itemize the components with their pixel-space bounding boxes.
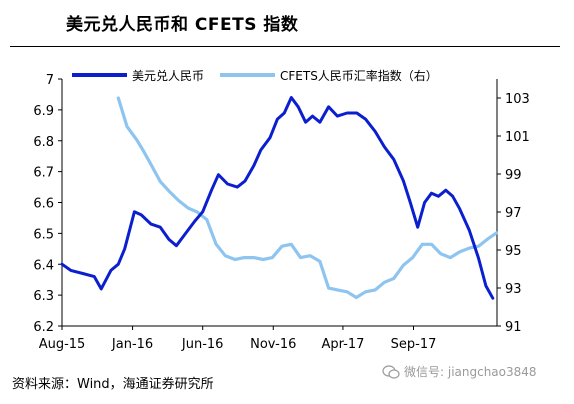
y-right-tick-label: 103 (505, 92, 530, 107)
y-left-tick-label: 6.3 (33, 289, 54, 304)
watermark-text: 微信号: jiangchao3848 (404, 365, 537, 379)
series-line-cfets (116, 96, 499, 300)
y-left-tick-label: 7 (46, 73, 54, 88)
x-tick-label: Sep-17 (391, 337, 437, 352)
watermark: 微信号: jiangchao3848 (382, 363, 537, 380)
title-bar (10, 8, 560, 47)
x-tick-label: Aug-15 (39, 337, 86, 352)
legend: 美元兑人民币 CFETS人民币汇率指数（右） (72, 68, 438, 83)
x-tick-label: Apr-17 (321, 337, 364, 352)
series-layer (60, 96, 499, 300)
y-right-tick-label: 101 (505, 130, 530, 145)
x-tick-label: Nov-16 (250, 337, 296, 352)
y-right-tick-label: 99 (505, 168, 522, 183)
y-left-tick-label: 6.9 (33, 104, 54, 119)
y-right-tick-label: 95 (505, 244, 522, 259)
y-left-tick-label: 6.4 (33, 258, 54, 273)
y-right-tick-label: 93 (505, 282, 522, 297)
y-left-tick-label: 6.5 (33, 227, 54, 242)
wechat-icon (382, 364, 400, 379)
legend-usdcny-label: 美元兑人民币 (132, 69, 204, 83)
x-tick-label: Jun-16 (181, 337, 224, 352)
y-right-tick-label: 91 (505, 320, 522, 335)
y-right-tick-label: 97 (505, 206, 522, 221)
y-left-tick-label: 6.7 (33, 166, 54, 181)
x-tick-label: Jan-16 (111, 337, 153, 352)
y-left-tick-label: 6.2 (33, 320, 54, 335)
chart-title: 美元兑人民币和 CFETS 指数 (66, 15, 299, 35)
y-left-tick-label: 6.6 (33, 197, 54, 212)
source-note: 资料来源：Wind，海通证券研究所 (12, 377, 214, 392)
axes: 6.2 6.3 6.4 6.5 6.6 6.7 6.8 6.9 7 91 93 95 97 99 101 10… (33, 73, 530, 352)
series-line-usdcny (60, 96, 495, 300)
legend-cfets-label: CFETS人民币汇率指数（右） (280, 68, 438, 83)
y-left-tick-label: 6.8 (33, 135, 54, 150)
